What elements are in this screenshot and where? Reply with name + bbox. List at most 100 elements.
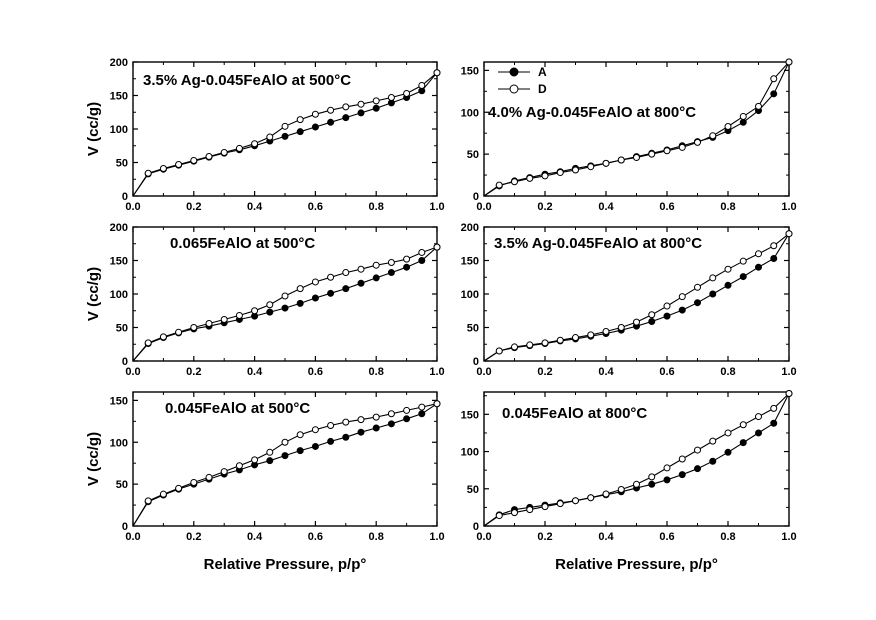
y-axis-label: V (cc/g) [85,432,102,486]
open-point [235,311,243,319]
open-point [403,255,411,263]
x-axis-label: Relative Pressure, p/p° [555,556,718,573]
y-tick-label: 150 [110,91,128,103]
panel-title: 4.0% Ag-0.045FeAlO at 800°C [488,104,696,121]
x-tick-label: 1.0 [429,201,444,213]
open-point [617,156,625,164]
filled-point [387,420,395,428]
filled-point [755,429,762,437]
open-point [678,143,686,151]
filled-point [372,104,380,112]
open-point [785,389,793,397]
filled-point [357,428,365,436]
open-point [235,144,243,152]
open-point [342,103,350,111]
open-point [235,462,243,470]
y-tick-label: 0 [473,191,479,203]
x-tick-label: 0.0 [476,201,491,213]
filled-point [739,273,747,281]
filled-point [372,274,380,282]
x-tick-label: 0.8 [720,366,735,378]
open-point [159,165,167,173]
filled-point [327,437,335,445]
open-point [785,58,793,66]
filled-point [403,415,411,423]
open-point [205,152,213,160]
open-point [144,169,152,177]
open-point [311,426,319,434]
panel-title: 0.045FeAlO at 800°C [502,405,647,422]
open-point [220,148,228,156]
open-point [495,347,503,355]
open-point [770,404,778,412]
open-point [175,484,183,492]
x-tick-label: 0.6 [659,201,674,213]
open-point [281,438,289,446]
y-tick-label: 50 [467,149,479,161]
open-point [541,503,549,511]
filled-point [663,476,671,484]
open-point [770,75,778,83]
open-point [694,138,701,146]
x-tick-label: 1.0 [429,366,444,378]
x-tick-label: 0.0 [476,531,491,543]
filled-point [770,419,778,427]
panel-title: 3.5% Ag-0.045FeAlO at 800°C [494,235,702,252]
filled-point [311,123,319,131]
open-point [418,81,426,89]
open-point [556,336,564,344]
open-point [739,112,747,120]
filled-point [266,308,274,316]
x-tick-label: 0.8 [720,201,735,213]
x-tick-label: 0.2 [186,531,201,543]
filled-point [281,452,289,460]
filled-point [403,263,411,271]
open-point [709,274,717,282]
x-tick-label: 0.2 [537,531,552,543]
open-point [511,343,518,351]
open-point [372,261,380,269]
x-axis-label: Relative Pressure, p/p° [204,556,367,573]
open-point [724,122,732,130]
open-point [251,140,259,148]
panel-1: 0.0 0.2 0.4 0.6 0.8 1.0 0 50 100 150 200 3.5% Ag-0.… [85,57,445,213]
open-point [495,181,503,189]
panel-title: 3.5% Ag-0.045FeAlO at 500°C [143,72,351,89]
open-point [387,410,395,418]
y-tick-label: 100 [110,289,128,301]
filled-point [281,132,289,140]
x-tick-label: 0.6 [659,366,674,378]
filled-point [418,257,426,264]
open-point [387,94,395,102]
x-tick-label: 0.4 [598,366,614,378]
open-point [755,250,762,258]
x-tick-label: 0.2 [186,366,201,378]
open-point [311,110,319,118]
open-point [678,455,686,463]
x-tick-label: 1.0 [429,531,444,543]
filled-point [739,118,747,126]
y-tick-label: 100 [461,289,479,301]
open-point [175,328,183,336]
open-point [403,89,411,97]
filled-point [648,480,656,488]
x-tick-label: 0.4 [598,201,614,213]
open-point [511,509,518,517]
panel-6: 0.0 0.2 0.4 0.6 0.8 1.0 0 50 100 150 0.045FeAlO at… [461,389,797,573]
open-point [526,506,534,514]
x-tick-label: 0.2 [537,366,552,378]
filled-point [296,447,304,455]
open-point [372,97,380,105]
x-tick-label: 0.8 [369,531,384,543]
x-tick-label: 0.6 [308,201,323,213]
open-point [251,307,259,315]
y-tick-label: 50 [116,158,128,170]
filled-point [281,304,289,312]
y-tick-label: 100 [110,124,128,136]
y-tick-label: 100 [110,437,128,449]
open-point [327,273,335,281]
open-point [495,512,503,520]
filled-point [770,90,778,98]
filled-point [739,439,747,447]
filled-point [342,433,350,441]
